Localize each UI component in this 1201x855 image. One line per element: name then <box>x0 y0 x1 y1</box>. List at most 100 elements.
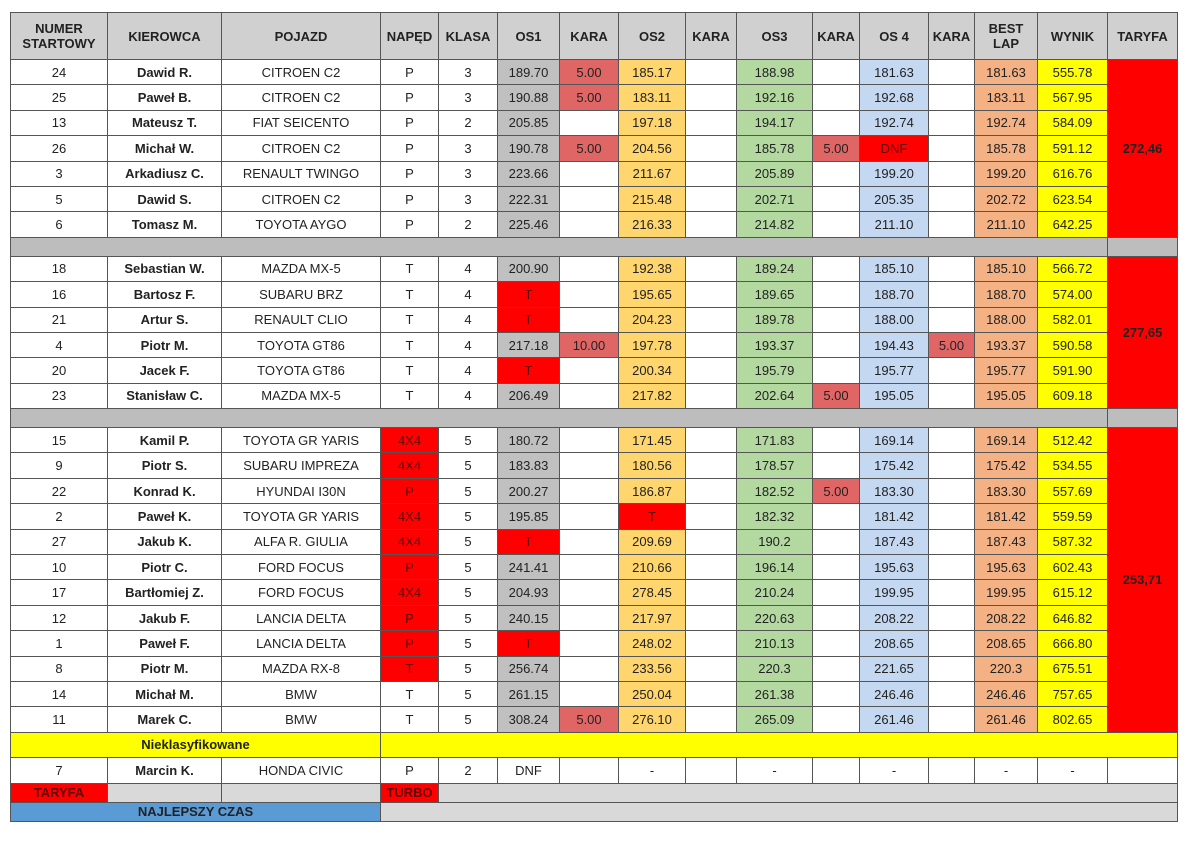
os3-cell: 182.32 <box>736 503 813 530</box>
start-number-cell: 20 <box>10 357 108 384</box>
best-lap-cell: 261.46 <box>974 706 1038 733</box>
drive-cell: 4X4 <box>380 579 439 606</box>
table-row: 10 Piotr C. FORD FOCUS P 5 241.41 210.66 196.14… <box>10 554 1178 581</box>
results-sheet: NUMER STARTOWY KIEROWCA POJAZD NAPĘD KLA… <box>10 12 1178 822</box>
os4-cell: 194.43 <box>859 331 929 359</box>
best-lap-cell: 175.42 <box>974 452 1038 479</box>
os3-cell: 185.78 <box>736 135 813 162</box>
table-row: 17 Bartłomiej Z. FORD FOCUS 4X4 5 204.93 278.4… <box>10 579 1178 606</box>
header-cell: OS3 <box>736 12 813 60</box>
os4-cell: 205.35 <box>859 185 929 213</box>
penalty4-cell <box>928 109 975 137</box>
penalty4-cell <box>928 185 975 213</box>
legend-turbo: TURBO <box>380 782 439 803</box>
driver-cell: Paweł B. <box>107 84 222 111</box>
best-lap-cell: 195.77 <box>974 357 1038 384</box>
os4-cell: 195.05 <box>859 382 929 410</box>
start-number-cell: 23 <box>10 382 108 410</box>
class-cell: 5 <box>438 427 498 454</box>
wynik-cell: - <box>1037 757 1108 784</box>
os1-cell: 240.15 <box>497 604 560 632</box>
drive-cell: 4X4 <box>380 503 439 530</box>
penalty1-cell: 5.00 <box>559 706 619 733</box>
vehicle-cell: CITROEN C2 <box>221 58 381 86</box>
start-number-cell: 8 <box>10 655 108 682</box>
drive-cell: P <box>380 630 439 657</box>
os1-cell: 189.70 <box>497 58 560 86</box>
os3-cell: 178.57 <box>736 452 813 479</box>
os4-cell: 221.65 <box>859 655 929 682</box>
class-cell: 4 <box>438 281 498 308</box>
result-cell: 574.00 <box>1037 281 1108 308</box>
group-separator <box>10 408 1178 429</box>
class-cell: 5 <box>438 477 498 505</box>
os1-cell: 241.41 <box>497 554 560 581</box>
os3-cell: 188.98 <box>736 58 813 86</box>
result-cell: 559.59 <box>1037 503 1108 530</box>
penalty3-cell <box>812 357 860 384</box>
os2-cell: 209.69 <box>618 528 686 556</box>
penalty1-cell <box>559 503 619 530</box>
penalty3-cell <box>812 503 860 530</box>
os3-cell: 190.2 <box>736 528 813 556</box>
nr-cell: 7 <box>10 757 108 784</box>
os3-cell: 220.63 <box>736 604 813 632</box>
penalty2-cell <box>685 109 737 137</box>
penalty4-cell <box>928 84 975 111</box>
os4-cell: 211.10 <box>859 211 929 238</box>
start-number-cell: 2 <box>10 503 108 530</box>
penalty3-cell <box>812 604 860 632</box>
start-number-cell: 12 <box>10 604 108 632</box>
class-cell: 4 <box>438 357 498 384</box>
penalty4-cell <box>928 135 975 162</box>
start-number-cell: 16 <box>10 281 108 308</box>
penalty2-cell <box>685 84 737 111</box>
penalty4-cell <box>928 306 975 333</box>
result-cell: 666.80 <box>1037 630 1108 657</box>
os1-cell: 200.27 <box>497 477 560 505</box>
penalty2-cell <box>685 255 737 283</box>
result-cell: 646.82 <box>1037 604 1108 632</box>
penalty2-cell <box>685 281 737 308</box>
vehicle-cell: SUBARU BRZ <box>221 281 381 308</box>
vehicle-cell: TOYOTA GR YARIS <box>221 427 381 454</box>
class-cell: 3 <box>438 135 498 162</box>
penalty2-cell <box>685 680 737 708</box>
drive-cell: T <box>380 655 439 682</box>
driver-cell: Paweł K. <box>107 503 222 530</box>
os3-cell: 210.13 <box>736 630 813 657</box>
vehicle-cell: CITROEN C2 <box>221 185 381 213</box>
start-number-cell: 5 <box>10 185 108 213</box>
vehicle-cell: MAZDA MX-5 <box>221 255 381 283</box>
driver-cell: Dawid S. <box>107 185 222 213</box>
header-cell: TARYFA <box>1107 12 1178 60</box>
legend-fill <box>380 801 1178 822</box>
drive-cell: T <box>380 331 439 359</box>
result-cell: 609.18 <box>1037 382 1108 410</box>
vehicle-cell: FORD FOCUS <box>221 554 381 581</box>
k1-cell <box>559 757 619 784</box>
drive-cell: T <box>380 357 439 384</box>
table-row: 5 Dawid S. CITROEN C2 P 3 222.31 215.48 202.71 2… <box>10 185 1178 213</box>
os3-cell: 189.78 <box>736 306 813 333</box>
os4-cell: 192.74 <box>859 109 929 137</box>
driver-cell: Sebastian W. <box>107 255 222 283</box>
os2-cell: 204.23 <box>618 306 686 333</box>
unclassified-header-row: Nieklasyfikowane <box>10 731 1178 759</box>
penalty2-cell <box>685 211 737 238</box>
start-number-cell: 6 <box>10 211 108 238</box>
os4-cell: 187.43 <box>859 528 929 556</box>
vehicle-cell: ALFA R. GIULIA <box>221 528 381 556</box>
result-cell: 616.76 <box>1037 160 1108 187</box>
penalty3-cell <box>812 630 860 657</box>
drive-cell: P <box>380 477 439 505</box>
os1-cell: 308.24 <box>497 706 560 733</box>
penalty3-cell <box>812 84 860 111</box>
vehicle-cell: RENAULT TWINGO <box>221 160 381 187</box>
penalty1-cell <box>559 160 619 187</box>
penalty1-cell <box>559 554 619 581</box>
driver-cell: Tomasz M. <box>107 211 222 238</box>
best-cell: - <box>974 757 1038 784</box>
best-lap-cell: 208.65 <box>974 630 1038 657</box>
os2-cell: 211.67 <box>618 160 686 187</box>
